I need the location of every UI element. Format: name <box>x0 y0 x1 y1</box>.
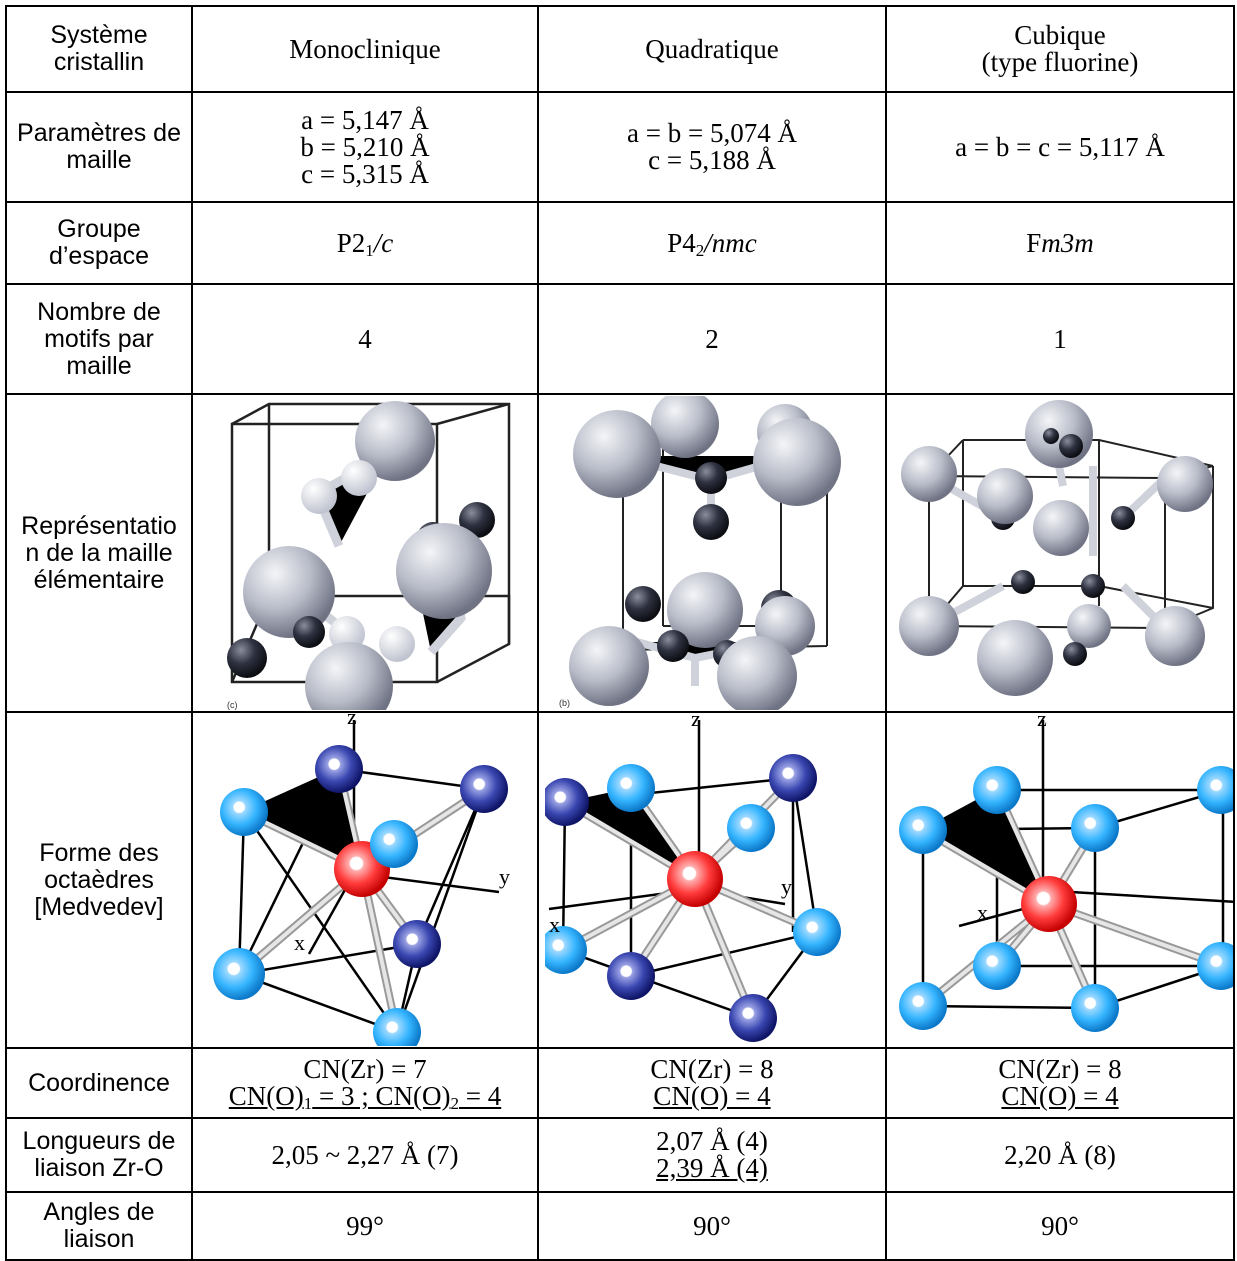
coord-zr: CN(Zr) = 8 <box>998 1054 1122 1084</box>
axis-x-label: x <box>294 930 305 955</box>
zirconia-structure-table: Système cristallin Monoclinique Quadrati… <box>5 5 1235 1261</box>
row-header-coord: Coordinence <box>5 1047 193 1119</box>
motifs-cubic: 1 <box>885 283 1235 395</box>
axis-z-label: z <box>691 714 701 731</box>
unit-cell-tetragonal: (b) <box>537 393 887 713</box>
group-monoclinic: P21/c <box>191 201 539 285</box>
axis-z-label: z <box>347 714 357 729</box>
param-ab: a = b = 5,074 Å <box>627 118 797 148</box>
params-monoclinic: a = 5,147 Å b = 5,210 Å c = 5,315 Å <box>191 91 539 203</box>
coord-cubic: CN(Zr) = 8 CN(O) = 4 <box>885 1047 1235 1119</box>
unit-cell-cubic <box>885 393 1235 713</box>
row-bond-angles: Angles de liaison 99° 90° 90° <box>5 1191 1235 1261</box>
coord-tetragonal: CN(Zr) = 8 CN(O) = 4 <box>537 1047 887 1119</box>
row-bond-lengths: Longueurs de liaison Zr-O 2,05 ~ 2,27 Å … <box>5 1117 1235 1193</box>
params-cubic: a = b = c = 5,117 Å <box>885 91 1235 203</box>
row-header-lengths: Longueurs de liaison Zr-O <box>5 1117 193 1193</box>
angle-cubic: 90° <box>885 1191 1235 1261</box>
system-tetragonal: Quadratique <box>537 5 887 93</box>
row-crystal-system: Système cristallin Monoclinique Quadrati… <box>5 5 1235 93</box>
coord-o: CN(O) = 4 <box>653 1081 771 1111</box>
axis-x-label: x <box>977 900 988 925</box>
system-cubic-type: (type fluorine) <box>981 47 1139 77</box>
angle-tetragonal: 90° <box>537 1191 887 1261</box>
monoclinic-octahedron-image: z y x <box>213 714 510 1046</box>
row-header-system: Système cristallin <box>5 5 193 93</box>
axis-z-label: z <box>1037 714 1047 731</box>
octahedron-tetragonal: z y x <box>537 711 887 1049</box>
octa-label-line3: [Medvedev] <box>34 892 164 921</box>
row-octahedra: Forme des octaèdres [Medvedev] <box>5 711 1235 1049</box>
unit-cell-caption: (b) <box>559 698 570 708</box>
system-cubic: Cubique (type fluorine) <box>885 5 1235 93</box>
group-subscript: 1 <box>365 240 374 260</box>
system-cubic-name: Cubique <box>1014 20 1106 50</box>
lengths-monoclinic: 2,05 ~ 2,27 Å (7) <box>191 1117 539 1193</box>
row-cell-parameters: Paramètres de maille a = 5,147 Å b = 5,2… <box>5 91 1235 203</box>
row-header-group: Groupe d’espace <box>5 201 193 285</box>
row-motif-count: Nombre de motifs par maille 4 2 1 <box>5 283 1235 395</box>
group-cubic: Fm3m <box>885 201 1235 285</box>
row-header-octahedra: Forme des octaèdres [Medvedev] <box>5 711 193 1049</box>
length-2: 2,39 Å (4) <box>656 1153 768 1183</box>
unit-cell-monoclinic: (c) <box>191 393 539 713</box>
group-prefix: P2 <box>336 227 366 258</box>
length-1: 2,07 Å (4) <box>656 1126 768 1156</box>
group-subscript: 2 <box>695 240 705 260</box>
row-unit-cell: Représentatio n de la maille élémentaire <box>5 393 1235 713</box>
param-c: c = 5,188 Å <box>648 145 776 175</box>
motifs-tetragonal: 2 <box>537 283 887 395</box>
row-header-angles: Angles de liaison <box>5 1191 193 1261</box>
axis-x-label: x <box>549 912 560 937</box>
group-prefix: P4 <box>667 227 696 258</box>
group-suffix: /c <box>373 227 394 258</box>
monoclinic-unit-cell-image: (c) <box>227 401 511 710</box>
system-monoclinic: Monoclinique <box>191 5 539 93</box>
axis-y-label: y <box>781 874 792 899</box>
row-header-representation: Représentatio n de la maille élémentaire <box>5 393 193 713</box>
octahedron-cubic: z x <box>885 711 1235 1049</box>
coord-zr: CN(Zr) = 7 <box>303 1054 427 1084</box>
cubic-unit-cell-image <box>899 400 1214 696</box>
motifs-monoclinic: 4 <box>191 283 539 395</box>
group-prefix: F <box>1026 227 1042 258</box>
param-c: c = 5,315 Å <box>301 158 429 189</box>
param-b: b = 5,210 Å <box>300 131 430 162</box>
lengths-tetragonal: 2,07 Å (4) 2,39 Å (4) <box>537 1117 887 1193</box>
row-space-group: Groupe d’espace P21/c P42/nmc Fm3m <box>5 201 1235 285</box>
octahedron-monoclinic: z y x <box>191 711 539 1049</box>
group-tetragonal: P42/nmc <box>537 201 887 285</box>
octa-label-line1: Forme des <box>39 838 159 867</box>
row-header-motifs: Nombre de motifs par maille <box>5 283 193 395</box>
unit-cell-caption: (c) <box>227 700 238 710</box>
coord-o: CN(O) = 4 <box>1001 1081 1119 1111</box>
cubic-octahedron-image: z x <box>899 714 1232 1032</box>
coord-monoclinic: CN(Zr) = 7 CN(O)1 = 3 ; CN(O)2 = 4 <box>191 1047 539 1119</box>
lengths-cubic: 2,20 Å (8) <box>885 1117 1235 1193</box>
row-header-params: Paramètres de maille <box>5 91 193 203</box>
params-tetragonal: a = b = 5,074 Å c = 5,188 Å <box>537 91 887 203</box>
coord-o: CN(O)1 = 3 ; CN(O)2 = 4 <box>228 1081 502 1113</box>
param-a: a = 5,147 Å <box>301 104 429 135</box>
angle-monoclinic: 99° <box>191 1191 539 1261</box>
group-suffix: /nmc <box>704 227 757 258</box>
axis-y-label: y <box>499 864 510 889</box>
tetragonal-unit-cell-image: (b) <box>559 396 841 710</box>
tetragonal-octahedron-image: z y x <box>545 714 841 1042</box>
group-suffix: m3m <box>1041 227 1094 258</box>
row-coordination: Coordinence CN(Zr) = 7 CN(O)1 = 3 ; CN(O… <box>5 1047 1235 1119</box>
coord-zr: CN(Zr) = 8 <box>650 1054 774 1084</box>
octa-label-line2: octaèdres <box>44 865 154 894</box>
